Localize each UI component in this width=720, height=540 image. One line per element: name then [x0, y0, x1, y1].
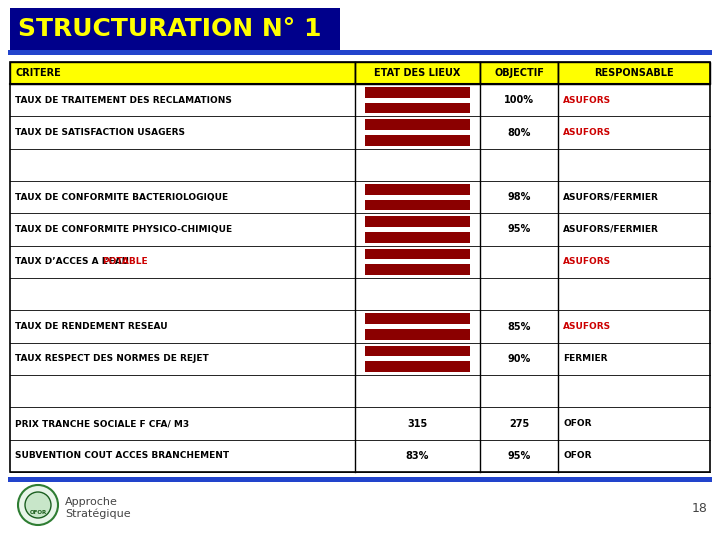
- Bar: [365, 259, 470, 264]
- Text: OFOR: OFOR: [563, 419, 592, 428]
- Text: CRITERE: CRITERE: [15, 68, 60, 78]
- Text: Approche: Approche: [65, 497, 118, 507]
- Text: OBJECTIF: OBJECTIF: [494, 68, 544, 78]
- Circle shape: [25, 492, 51, 518]
- Bar: [365, 313, 470, 340]
- Circle shape: [18, 485, 58, 525]
- Text: TAUX RESPECT DES NORMES DE REJET: TAUX RESPECT DES NORMES DE REJET: [15, 354, 209, 363]
- Text: ASUFORS/FERMIER: ASUFORS/FERMIER: [563, 193, 659, 201]
- Text: 85%: 85%: [508, 321, 531, 332]
- Text: 98%: 98%: [508, 192, 531, 202]
- Text: SUBVENTION COUT ACCES BRANCHEMENT: SUBVENTION COUT ACCES BRANCHEMENT: [15, 451, 229, 460]
- Text: 95%: 95%: [508, 225, 531, 234]
- Bar: [355, 62, 480, 84]
- Text: RESPONSABLE: RESPONSABLE: [594, 68, 674, 78]
- Text: STRUCTURATION N° 1: STRUCTURATION N° 1: [18, 17, 322, 41]
- Text: 80%: 80%: [508, 127, 531, 138]
- Bar: [365, 248, 470, 275]
- Bar: [558, 62, 710, 84]
- Bar: [365, 324, 470, 329]
- Text: 18: 18: [692, 502, 708, 515]
- Text: Stratégique: Stratégique: [65, 509, 130, 519]
- Text: ASUFORS: ASUFORS: [563, 322, 611, 331]
- Bar: [365, 227, 470, 232]
- Bar: [365, 184, 470, 211]
- Text: TAUX DE CONFORMITE BACTERIOLOGIQUE: TAUX DE CONFORMITE BACTERIOLOGIQUE: [15, 193, 228, 201]
- Text: 100%: 100%: [504, 95, 534, 105]
- Bar: [480, 62, 558, 84]
- Text: ASUFORS: ASUFORS: [563, 96, 611, 105]
- Bar: [365, 87, 470, 113]
- Bar: [365, 217, 470, 242]
- Text: TAUX D’ACCES A L’EAU: TAUX D’ACCES A L’EAU: [15, 258, 132, 266]
- Bar: [365, 130, 470, 135]
- Bar: [10, 62, 710, 472]
- Text: ASUFORS: ASUFORS: [563, 258, 611, 266]
- Bar: [365, 98, 470, 103]
- Text: OFOR: OFOR: [30, 510, 47, 515]
- Text: TAUX DE SATISFACTION USAGERS: TAUX DE SATISFACTION USAGERS: [15, 128, 185, 137]
- Text: 275: 275: [509, 418, 529, 429]
- Bar: [8, 477, 712, 482]
- Text: FERMIER: FERMIER: [563, 354, 608, 363]
- Bar: [365, 195, 470, 200]
- Text: TAUX DE CONFORMITE PHYSICO-CHIMIQUE: TAUX DE CONFORMITE PHYSICO-CHIMIQUE: [15, 225, 232, 234]
- Bar: [365, 356, 470, 361]
- Bar: [8, 50, 712, 55]
- Text: 83%: 83%: [406, 451, 429, 461]
- Text: 95%: 95%: [508, 451, 531, 461]
- Bar: [365, 119, 470, 146]
- Text: TAUX DE RENDEMENT RESEAU: TAUX DE RENDEMENT RESEAU: [15, 322, 168, 331]
- Text: 90%: 90%: [508, 354, 531, 364]
- Text: 315: 315: [408, 418, 428, 429]
- Bar: [10, 62, 355, 84]
- Text: PRIX TRANCHE SOCIALE F CFA/ M3: PRIX TRANCHE SOCIALE F CFA/ M3: [15, 419, 189, 428]
- Text: ASUFORS/FERMIER: ASUFORS/FERMIER: [563, 225, 659, 234]
- Text: ETAT DES LIEUX: ETAT DES LIEUX: [374, 68, 461, 78]
- Text: POTABLE: POTABLE: [102, 258, 148, 266]
- Text: OFOR: OFOR: [563, 451, 592, 460]
- Bar: [10, 8, 340, 50]
- Bar: [365, 346, 470, 372]
- Text: ASUFORS: ASUFORS: [563, 128, 611, 137]
- Text: TAUX DE TRAITEMENT DES RECLAMATIONS: TAUX DE TRAITEMENT DES RECLAMATIONS: [15, 96, 232, 105]
